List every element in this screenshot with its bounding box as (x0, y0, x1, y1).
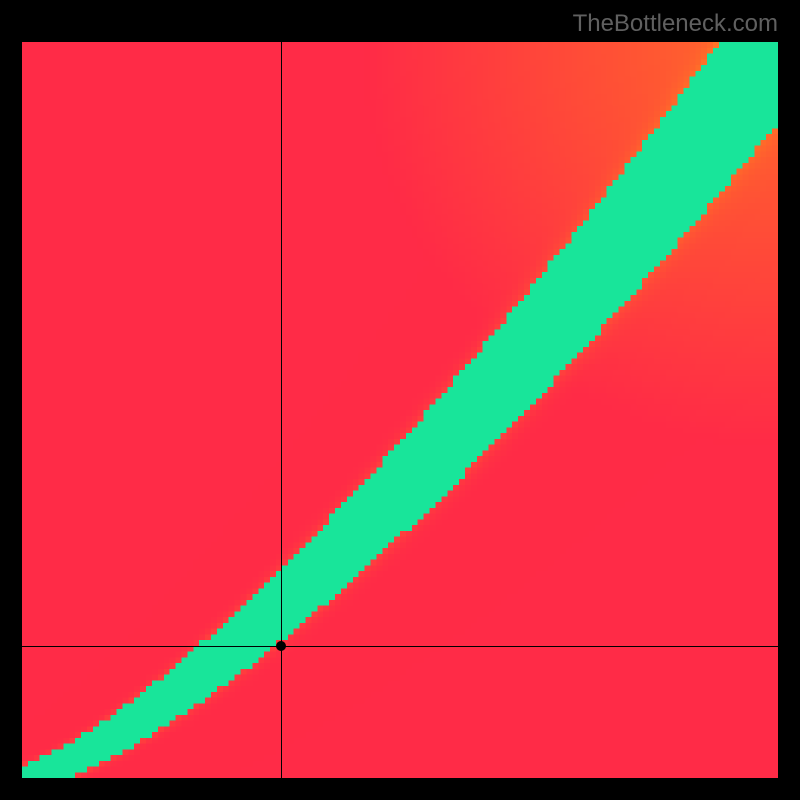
crosshair-horizontal (22, 646, 778, 647)
figure-container: TheBottleneck.com (0, 0, 800, 800)
marker-dot (276, 641, 286, 651)
heatmap-canvas (22, 42, 778, 778)
watermark-text: TheBottleneck.com (573, 10, 778, 38)
plot-area (22, 42, 778, 778)
crosshair-vertical (281, 42, 282, 778)
